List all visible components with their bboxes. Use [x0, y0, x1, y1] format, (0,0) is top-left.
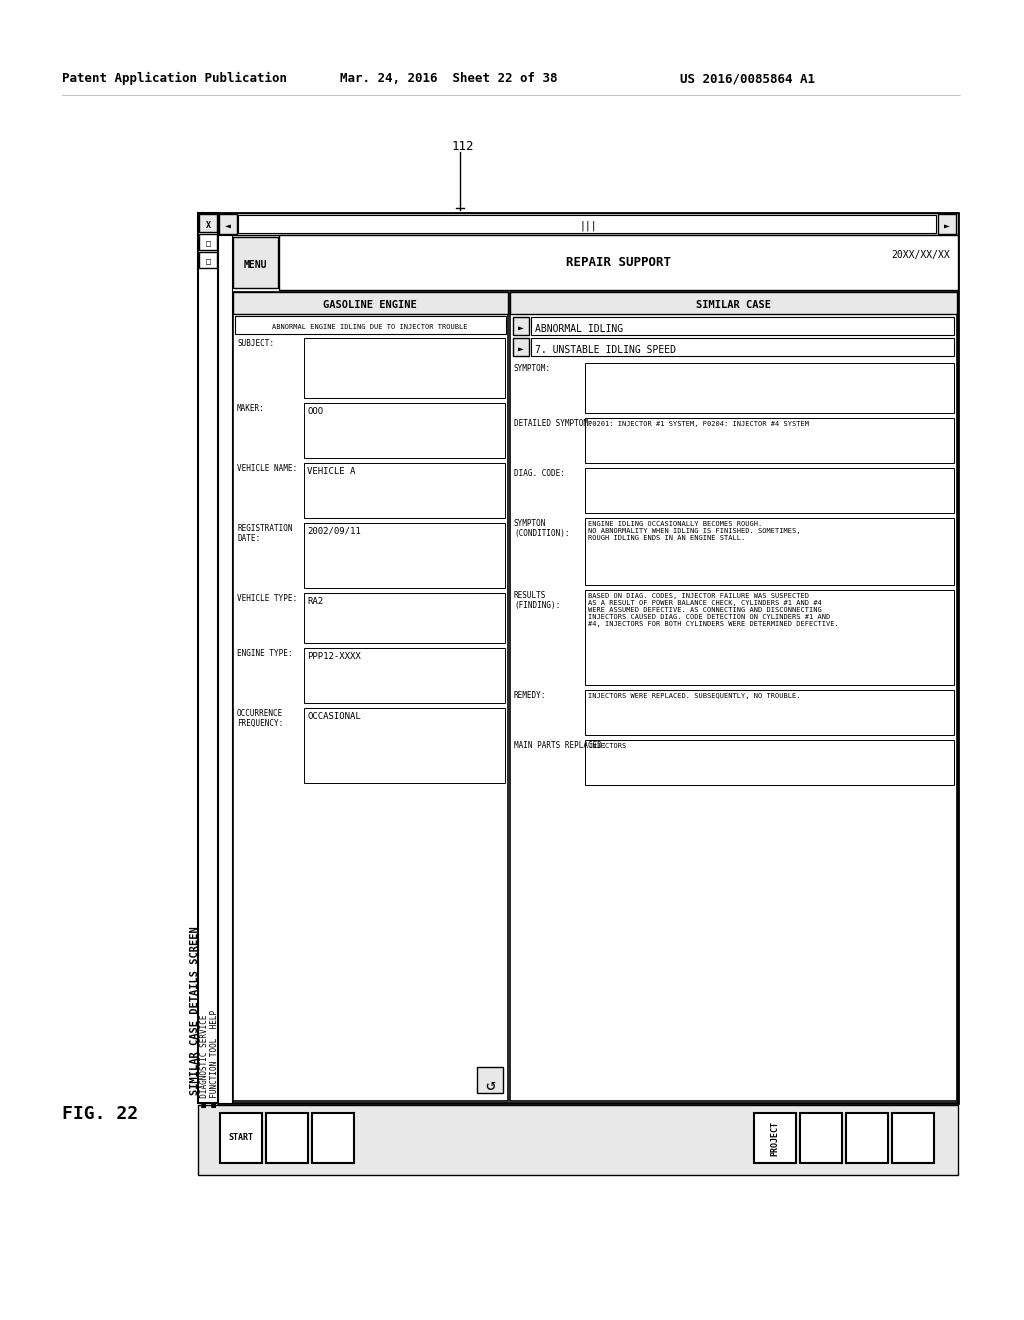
- Text: 20XX/XX/XX: 20XX/XX/XX: [891, 249, 950, 260]
- Text: SIMILAR CASE DETAILS SCREEN: SIMILAR CASE DETAILS SCREEN: [190, 927, 200, 1096]
- Text: ENGINE TYPE:: ENGINE TYPE:: [237, 649, 293, 657]
- Text: SYMPTOM:: SYMPTOM:: [514, 364, 551, 374]
- Bar: [304, 648, 505, 704]
- Text: |||: |||: [580, 220, 597, 231]
- Bar: [585, 590, 954, 685]
- Text: SYMPTON
(CONDITION):: SYMPTON (CONDITION):: [514, 519, 569, 539]
- Bar: [218, 213, 958, 235]
- Text: INJECTORS: INJECTORS: [588, 743, 627, 748]
- Text: □: □: [206, 257, 211, 267]
- Text: US 2016/0085864 A1: US 2016/0085864 A1: [680, 73, 815, 84]
- Text: GASOLINE ENGINE: GASOLINE ENGINE: [324, 300, 417, 310]
- Text: ↺: ↺: [485, 1076, 495, 1094]
- Text: PPP12-XXXX: PPP12-XXXX: [307, 652, 360, 661]
- Bar: [892, 1113, 934, 1163]
- Bar: [233, 292, 508, 1101]
- Bar: [312, 1113, 354, 1163]
- Bar: [304, 593, 505, 643]
- Bar: [938, 214, 956, 234]
- Bar: [234, 315, 506, 334]
- Text: ENGINE IDLING OCCASIONALLY BECOMES ROUGH.
NO ABNORMALITY WHEN IDLING IS FINISHED: ENGINE IDLING OCCASIONALLY BECOMES ROUGH…: [588, 521, 801, 541]
- Bar: [585, 363, 954, 413]
- Text: DIAG. CODE:: DIAG. CODE:: [514, 469, 565, 478]
- Text: VEHICLE A: VEHICLE A: [307, 467, 355, 477]
- Bar: [304, 338, 505, 399]
- Bar: [233, 292, 508, 314]
- Bar: [510, 292, 957, 1101]
- Text: ■ FUNCTION TOOL  HELP: ■ FUNCTION TOOL HELP: [210, 1010, 219, 1107]
- Text: ►: ►: [518, 345, 524, 354]
- Text: VEHICLE NAME:: VEHICLE NAME:: [237, 465, 297, 473]
- Bar: [531, 338, 954, 356]
- Text: ►: ►: [518, 323, 524, 333]
- Bar: [304, 403, 505, 458]
- Bar: [199, 252, 217, 268]
- Bar: [754, 1113, 796, 1163]
- Text: P0201: INJECTOR #1 SYSTEM, P0204: INJECTOR #4 SYSTEM: P0201: INJECTOR #1 SYSTEM, P0204: INJECT…: [588, 421, 809, 426]
- Bar: [266, 1113, 308, 1163]
- Bar: [531, 317, 954, 335]
- Bar: [304, 523, 505, 587]
- Bar: [304, 463, 505, 517]
- Bar: [198, 1105, 958, 1175]
- Bar: [218, 213, 958, 1104]
- Bar: [220, 1113, 262, 1163]
- Bar: [513, 317, 529, 335]
- Bar: [199, 234, 217, 249]
- Bar: [304, 708, 505, 783]
- Bar: [238, 215, 936, 234]
- Text: MENU: MENU: [244, 260, 266, 271]
- Text: REPAIR SUPPORT: REPAIR SUPPORT: [565, 256, 671, 268]
- Text: RA2: RA2: [307, 597, 324, 606]
- Text: RESULTS
(FINDING):: RESULTS (FINDING):: [514, 591, 560, 610]
- Bar: [513, 338, 529, 356]
- Text: MAIN PARTS REPLACED:: MAIN PARTS REPLACED:: [514, 741, 606, 750]
- Text: X: X: [206, 220, 211, 230]
- Text: SUBJECT:: SUBJECT:: [237, 339, 274, 348]
- Bar: [279, 235, 958, 290]
- Text: ABNORMAL ENGINE IDLING DUE TO INJECTOR TROUBLE: ABNORMAL ENGINE IDLING DUE TO INJECTOR T…: [272, 323, 468, 330]
- Bar: [585, 469, 954, 513]
- Bar: [198, 213, 218, 1104]
- Bar: [477, 1067, 503, 1093]
- Bar: [585, 741, 954, 785]
- Bar: [846, 1113, 888, 1163]
- Bar: [199, 214, 217, 232]
- Text: Patent Application Publication: Patent Application Publication: [62, 73, 287, 84]
- Bar: [233, 238, 278, 288]
- Text: ►: ►: [944, 220, 950, 231]
- Text: ■ DIAGNOSTIC SERVICE: ■ DIAGNOSTIC SERVICE: [200, 1015, 209, 1107]
- Text: ◄: ◄: [225, 220, 231, 231]
- Text: DETAILED SYMPTOM:: DETAILED SYMPTOM:: [514, 418, 593, 428]
- Text: OCCASIONAL: OCCASIONAL: [307, 711, 360, 721]
- Text: VEHICLE TYPE:: VEHICLE TYPE:: [237, 594, 297, 603]
- Bar: [800, 1113, 842, 1163]
- Text: 2002/09/11: 2002/09/11: [307, 527, 360, 536]
- Bar: [585, 690, 954, 735]
- Bar: [219, 214, 237, 234]
- Text: PROJECT: PROJECT: [770, 1121, 779, 1155]
- Text: Mar. 24, 2016  Sheet 22 of 38: Mar. 24, 2016 Sheet 22 of 38: [340, 73, 557, 84]
- Text: 112: 112: [452, 140, 474, 153]
- Text: FIG. 22: FIG. 22: [62, 1105, 138, 1123]
- Bar: [510, 292, 957, 314]
- Text: 7. UNSTABLE IDLING SPEED: 7. UNSTABLE IDLING SPEED: [535, 345, 676, 355]
- Bar: [585, 418, 954, 463]
- Text: REMEDY:: REMEDY:: [514, 690, 547, 700]
- Text: OCCURRENCE
FREQUENCY:: OCCURRENCE FREQUENCY:: [237, 709, 284, 729]
- Text: OOO: OOO: [307, 407, 324, 416]
- Bar: [585, 517, 954, 585]
- Text: START: START: [228, 1134, 254, 1143]
- Text: SIMILAR CASE: SIMILAR CASE: [695, 300, 770, 310]
- Text: ABNORMAL IDLING: ABNORMAL IDLING: [535, 323, 624, 334]
- Text: REGISTRATION
DATE:: REGISTRATION DATE:: [237, 524, 293, 544]
- Bar: [218, 235, 232, 1104]
- Text: MAKER:: MAKER:: [237, 404, 265, 413]
- Text: INJECTORS WERE REPLACED. SUBSEQUENTLY, NO TROUBLE.: INJECTORS WERE REPLACED. SUBSEQUENTLY, N…: [588, 693, 801, 700]
- Text: □: □: [206, 239, 211, 248]
- Text: BASED ON DIAG. CODES, INJECTOR FAILURE WAS SUSPECTED
AS A RESULT OF POWER BALANC: BASED ON DIAG. CODES, INJECTOR FAILURE W…: [588, 593, 839, 627]
